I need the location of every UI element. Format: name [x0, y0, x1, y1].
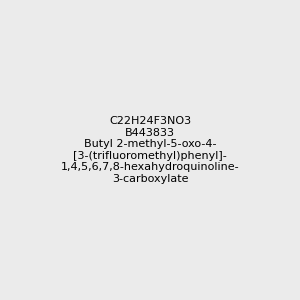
Text: C22H24F3NO3
B443833
Butyl 2-methyl-5-oxo-4-
[3-(trifluoromethyl)phenyl]-
1,4,5,6: C22H24F3NO3 B443833 Butyl 2-methyl-5-oxo… — [61, 116, 239, 184]
